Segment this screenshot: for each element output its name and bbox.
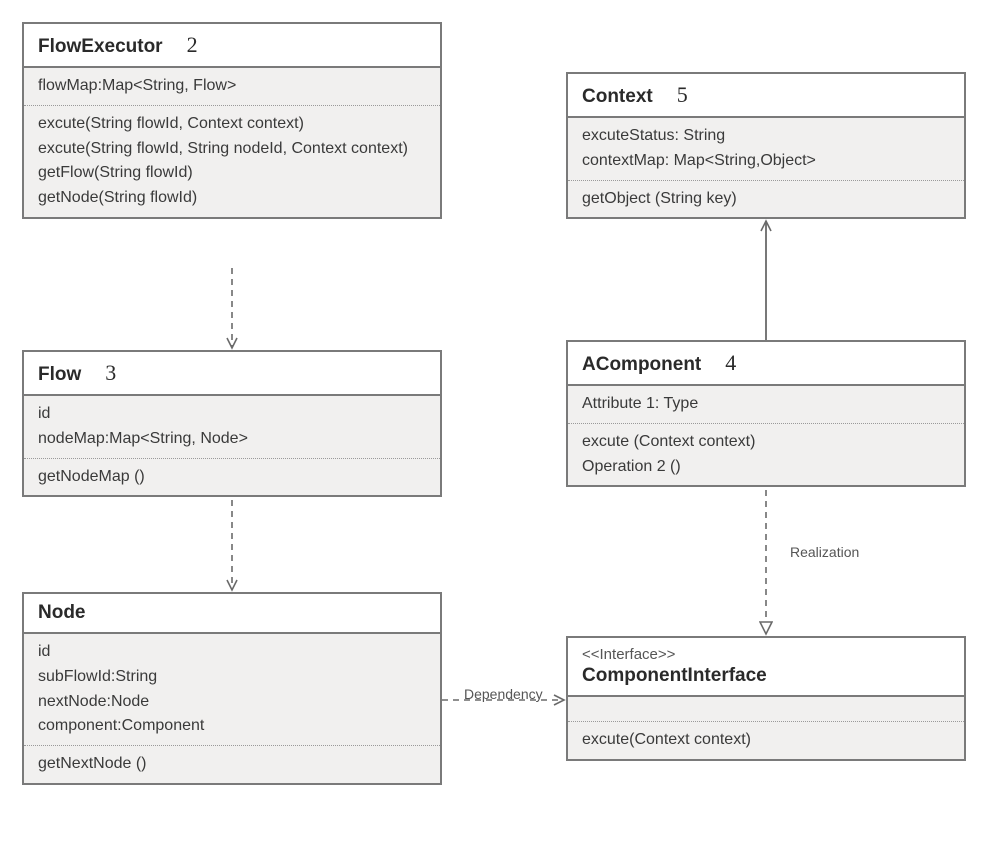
class-box-node: Node id subFlowId:String nextNode:Node c… [22, 592, 442, 785]
operation-line: excute(Context context) [582, 728, 950, 753]
class-name: Flow [38, 364, 81, 386]
class-title-componentinterface: <<Interface>> ComponentInterface [568, 638, 964, 697]
edge-label-dependency: Dependency [464, 686, 543, 702]
class-operations: excute(Context context) [568, 722, 964, 759]
class-number: 2 [187, 32, 198, 58]
class-number: 3 [105, 360, 116, 386]
class-title-acomponent: AComponent 4 [568, 342, 964, 386]
operation-line: excute(String flowId, String nodeId, Con… [38, 137, 426, 162]
attribute-line: subFlowId:String [38, 665, 426, 690]
class-attributes: id subFlowId:String nextNode:Node compon… [24, 634, 440, 746]
operation-line: Operation 2 () [582, 455, 950, 480]
attribute-line: id [38, 402, 426, 427]
class-attributes: Attribute 1: Type [568, 386, 964, 424]
class-box-flowexecutor: FlowExecutor 2 flowMap:Map<String, Flow>… [22, 22, 442, 219]
class-operations: excute(String flowId, Context context) e… [24, 106, 440, 217]
edge-label-realization: Realization [790, 544, 859, 560]
attribute-line: id [38, 640, 426, 665]
class-operations: excute (Context context) Operation 2 () [568, 424, 964, 486]
class-name: FlowExecutor [38, 36, 163, 58]
operation-line: getObject (String key) [582, 187, 950, 212]
class-title-flowexecutor: FlowExecutor 2 [24, 24, 440, 68]
class-name: AComponent [582, 354, 701, 376]
class-name: ComponentInterface [582, 665, 767, 687]
class-title-flow: Flow 3 [24, 352, 440, 396]
operation-line: excute(String flowId, Context context) [38, 112, 426, 137]
attribute-line: contextMap: Map<String,Object> [582, 149, 950, 174]
class-box-componentinterface: <<Interface>> ComponentInterface excute(… [566, 636, 966, 761]
attribute-line: excuteStatus: String [582, 124, 950, 149]
operation-line: getNextNode () [38, 752, 426, 777]
class-number: 4 [725, 350, 736, 376]
class-box-flow: Flow 3 id nodeMap:Map<String, Node> getN… [22, 350, 442, 497]
class-attributes: id nodeMap:Map<String, Node> [24, 396, 440, 459]
class-box-acomponent: AComponent 4 Attribute 1: Type excute (C… [566, 340, 966, 487]
operation-line: getNodeMap () [38, 465, 426, 490]
class-title-node: Node [24, 594, 440, 634]
attribute-line: flowMap:Map<String, Flow> [38, 74, 426, 99]
class-name: Node [38, 602, 86, 624]
class-operations: getObject (String key) [568, 181, 964, 218]
class-operations: getNextNode () [24, 746, 440, 783]
operation-line: getFlow(String flowId) [38, 161, 426, 186]
class-attributes: flowMap:Map<String, Flow> [24, 68, 440, 106]
attribute-line: nodeMap:Map<String, Node> [38, 427, 426, 452]
diagram-canvas: FlowExecutor 2 flowMap:Map<String, Flow>… [0, 0, 1000, 843]
class-attributes [568, 697, 964, 722]
operation-line: excute (Context context) [582, 430, 950, 455]
class-box-context: Context 5 excuteStatus: String contextMa… [566, 72, 966, 219]
class-stereotype: <<Interface>> [582, 646, 675, 663]
operation-line: getNode(String flowId) [38, 186, 426, 211]
attribute-line: nextNode:Node [38, 690, 426, 715]
class-operations: getNodeMap () [24, 459, 440, 496]
class-attributes: excuteStatus: String contextMap: Map<Str… [568, 118, 964, 181]
class-title-context: Context 5 [568, 74, 964, 118]
attribute-line: Attribute 1: Type [582, 392, 950, 417]
class-number: 5 [677, 82, 688, 108]
class-name: Context [582, 86, 653, 108]
attribute-line: component:Component [38, 714, 426, 739]
